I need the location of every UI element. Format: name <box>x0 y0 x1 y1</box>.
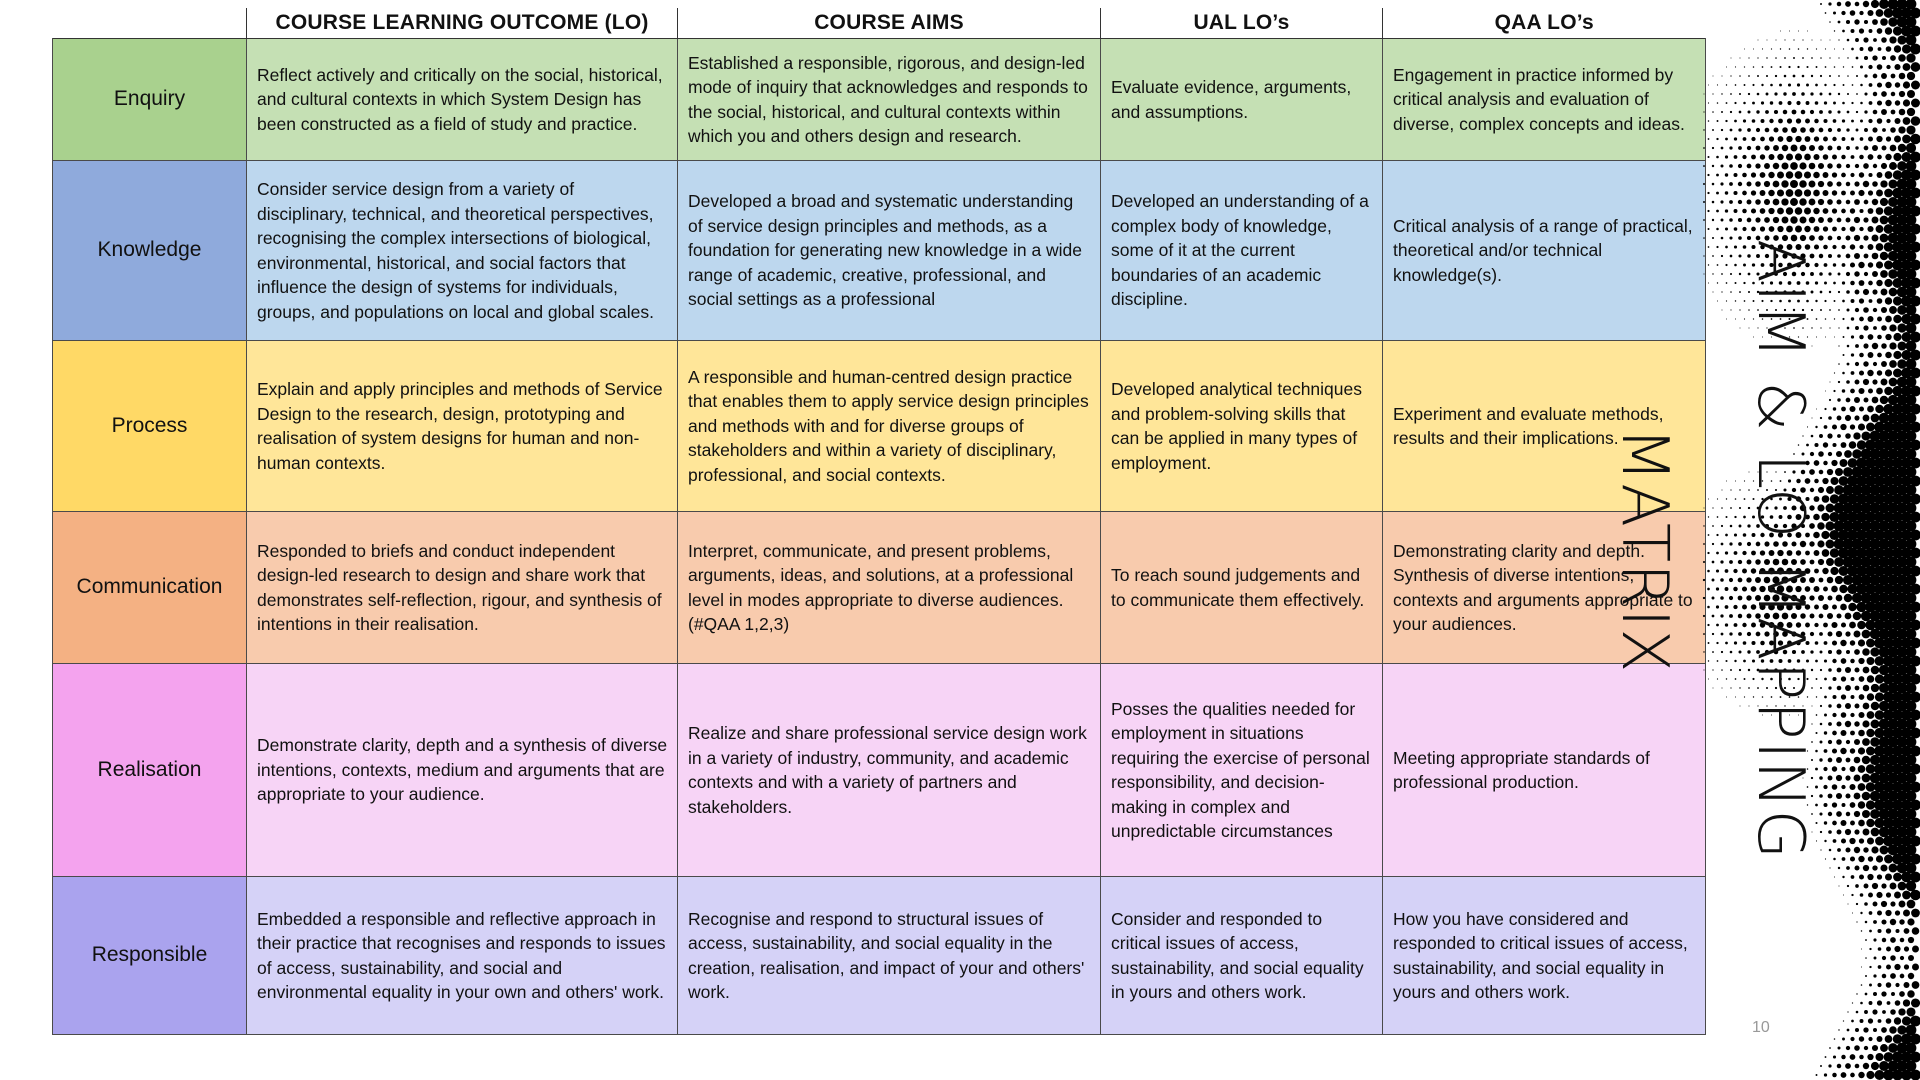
category-label-realisation: Realisation <box>52 663 247 877</box>
aims-cell: Realize and share professional service d… <box>677 663 1101 877</box>
header-ual-los: UAL LO’s <box>1100 8 1383 39</box>
lo-cell: Reflect actively and critically on the s… <box>246 38 678 161</box>
aims-cell: Developed a broad and systematic underst… <box>677 160 1101 341</box>
table-row: Realisation Demonstrate clarity, depth a… <box>52 663 1706 877</box>
header-row: COURSE LEARNING OUTCOME (LO) COURSE AIMS… <box>52 8 1706 39</box>
ual-cell: Developed an understanding of a complex … <box>1100 160 1383 341</box>
lo-cell: Responded to briefs and conduct independ… <box>246 511 678 664</box>
category-label-process: Process <box>52 340 247 512</box>
aims-cell: Recognise and respond to structural issu… <box>677 876 1101 1035</box>
halftone-dot-pattern <box>1702 0 1920 1080</box>
qaa-cell: Experiment and evaluate methods, results… <box>1382 340 1706 512</box>
ual-cell: Developed analytical techniques and prob… <box>1100 340 1383 512</box>
lo-cell: Consider service design from a variety o… <box>246 160 678 341</box>
table-row: Process Explain and apply principles and… <box>52 340 1706 512</box>
lo-cell: Explain and apply principles and methods… <box>246 340 678 512</box>
header-corner <box>52 8 247 39</box>
category-label-knowledge: Knowledge <box>52 160 247 341</box>
qaa-cell: Meeting appropriate standards of profess… <box>1382 663 1706 877</box>
table-row: Responsible Embedded a responsible and r… <box>52 876 1706 1035</box>
header-course-learning-outcome: COURSE LEARNING OUTCOME (LO) <box>246 8 678 39</box>
aims-cell: A responsible and human-centred design p… <box>677 340 1101 512</box>
qaa-cell: Engagement in practice informed by criti… <box>1382 38 1706 161</box>
header-qaa-los: QAA LO’s <box>1382 8 1706 39</box>
ual-cell: To reach sound judgements and to communi… <box>1100 511 1383 664</box>
lo-cell: Embedded a responsible and reflective ap… <box>246 876 678 1035</box>
category-label-communication: Communication <box>52 511 247 664</box>
aims-cell: Established a responsible, rigorous, and… <box>677 38 1101 161</box>
table-row: Enquiry Reflect actively and critically … <box>52 38 1706 161</box>
page-number: 10 <box>1752 1019 1770 1036</box>
ual-cell: Consider and responded to critical issue… <box>1100 876 1383 1035</box>
ual-cell: Posses the qualities needed for employme… <box>1100 663 1383 877</box>
header-course-aims: COURSE AIMS <box>677 8 1101 39</box>
ual-cell: Evaluate evidence, arguments, and assump… <box>1100 38 1383 161</box>
category-label-responsible: Responsible <box>52 876 247 1035</box>
table-row: Knowledge Consider service design from a… <box>52 160 1706 341</box>
aims-cell: Interpret, communicate, and present prob… <box>677 511 1101 664</box>
qaa-cell: Demonstrating clarity and depth. Synthes… <box>1382 511 1706 664</box>
category-label-enquiry: Enquiry <box>52 38 247 161</box>
lo-cell: Demonstrate clarity, depth and a synthes… <box>246 663 678 877</box>
aim-lo-matrix-table: COURSE LEARNING OUTCOME (LO) COURSE AIMS… <box>52 8 1706 1035</box>
table-row: Communication Responded to briefs and co… <box>52 511 1706 664</box>
qaa-cell: Critical analysis of a range of practica… <box>1382 160 1706 341</box>
qaa-cell: How you have considered and responded to… <box>1382 876 1706 1035</box>
slide-title: AIM & LO MAPPING MATRIX <box>1607 239 1817 861</box>
